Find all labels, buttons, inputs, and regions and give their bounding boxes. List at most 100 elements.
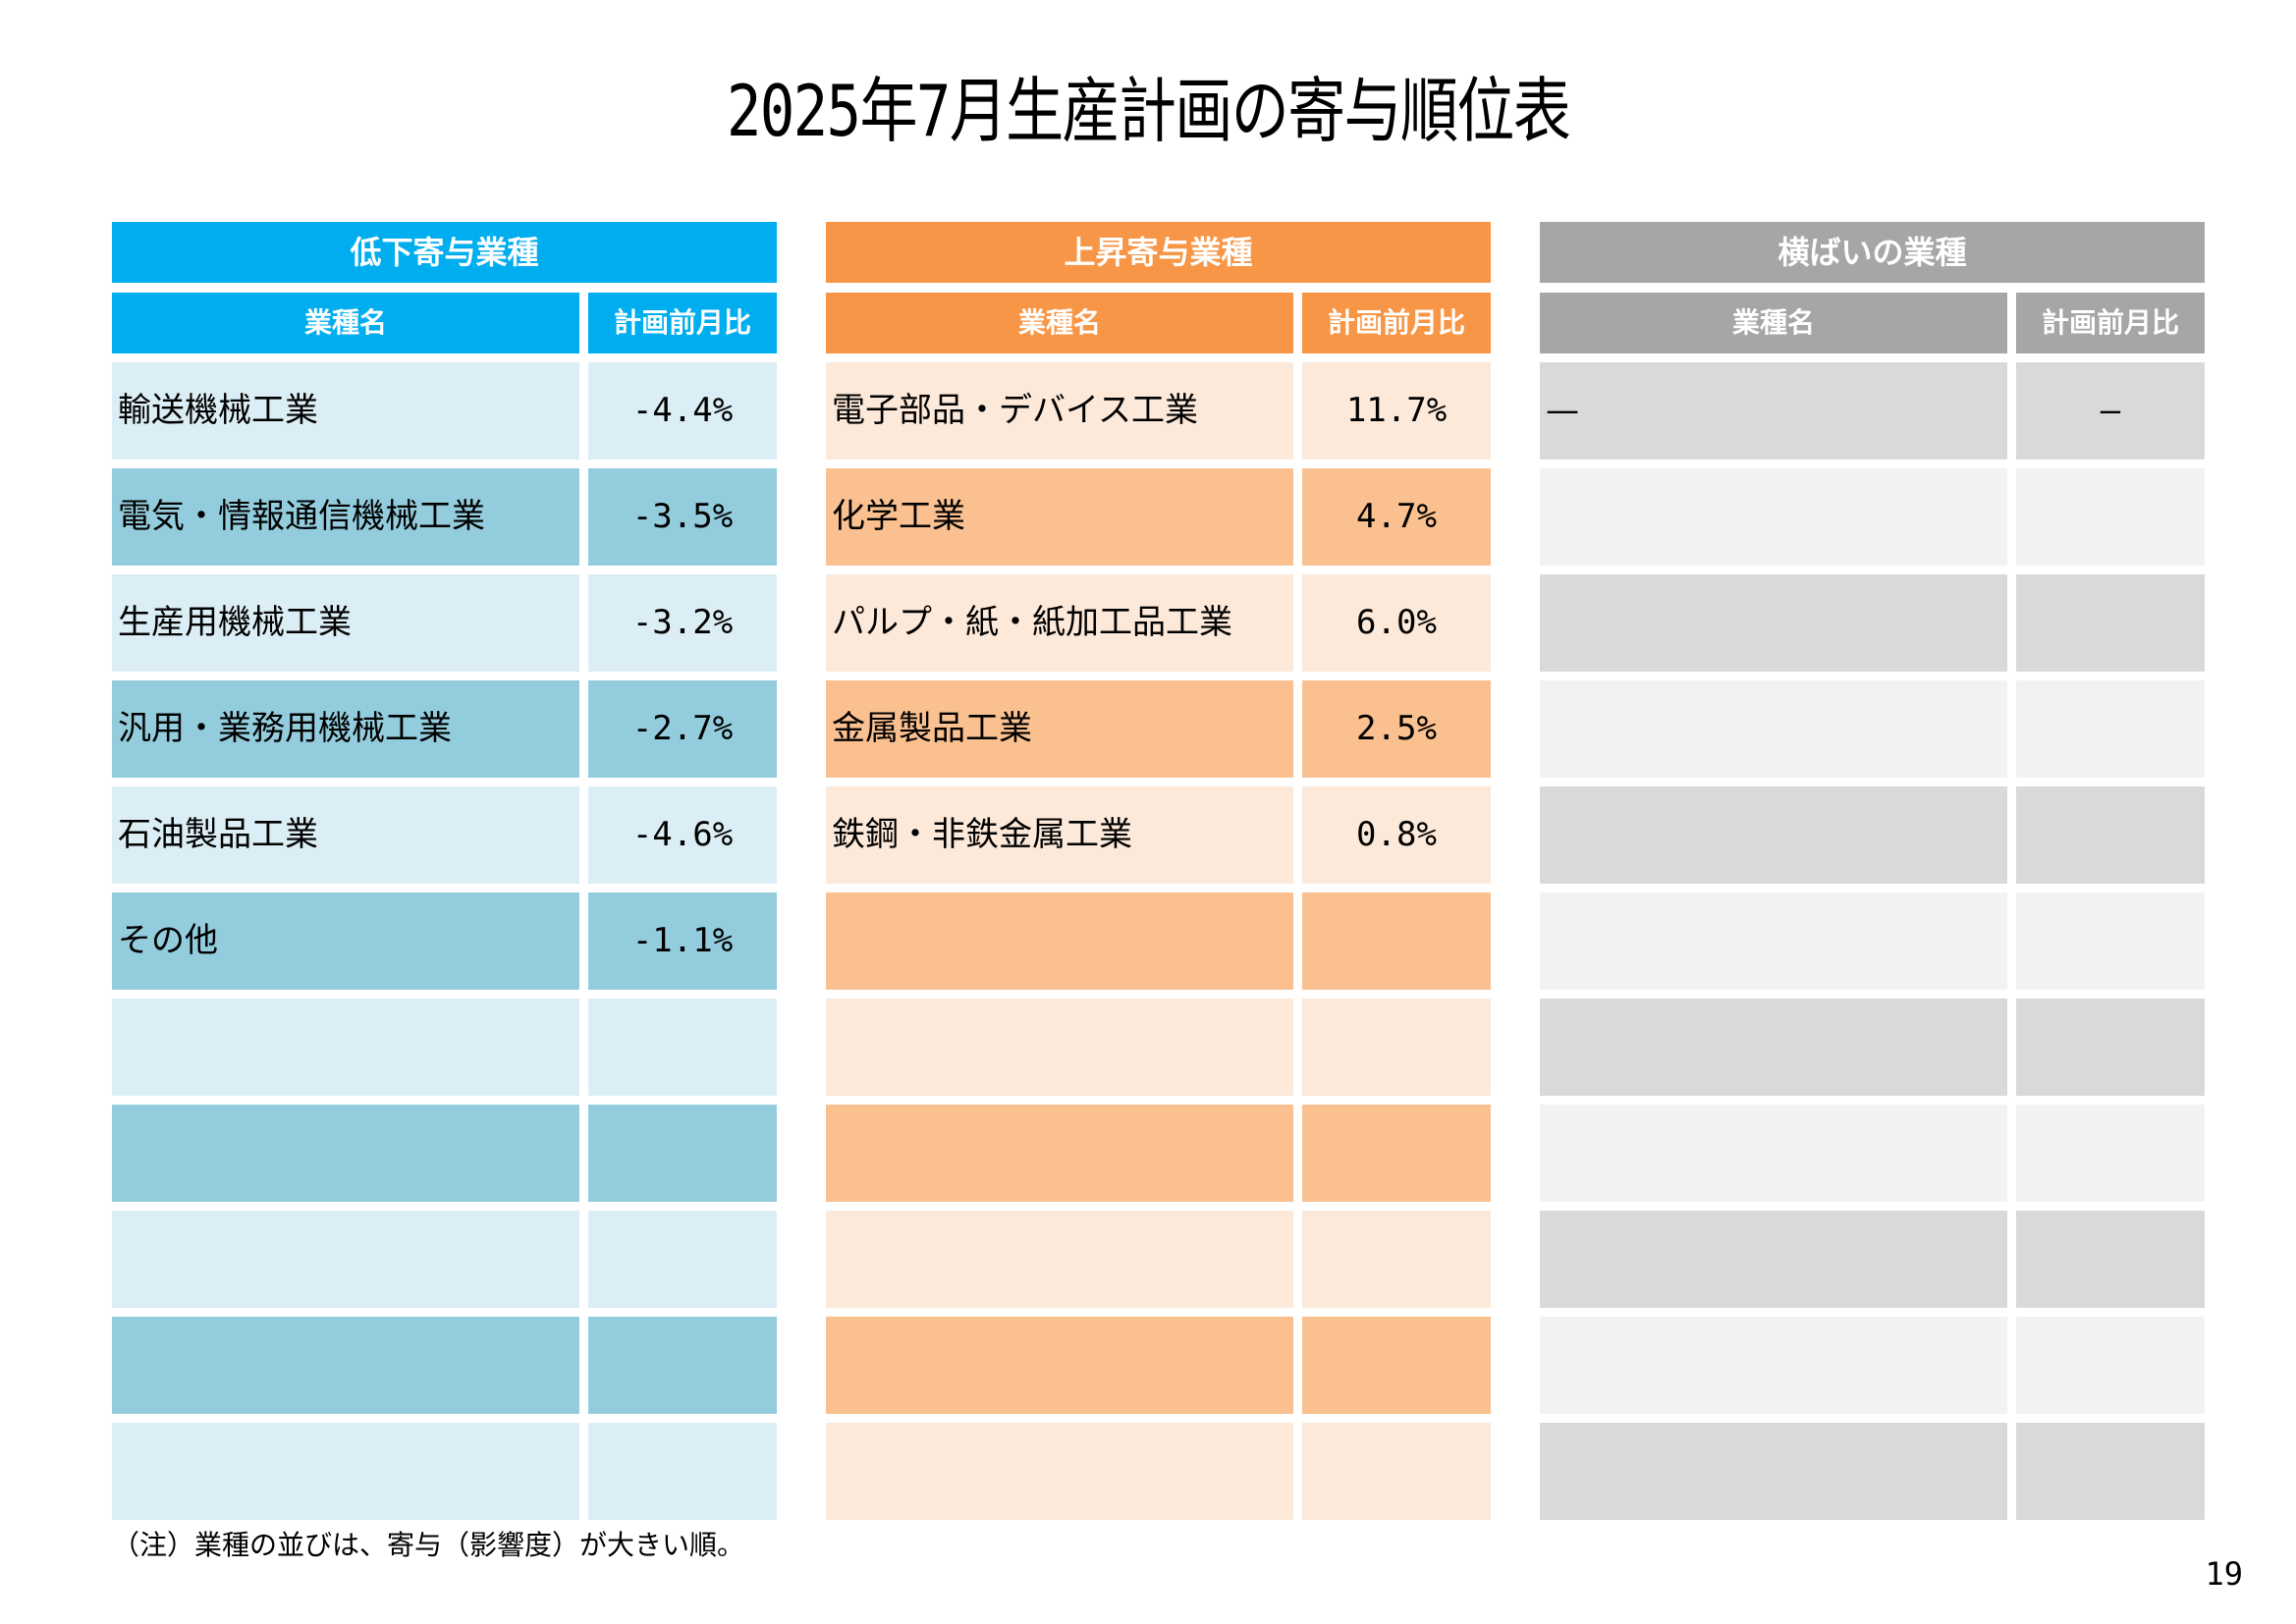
month-ratio-cell xyxy=(2016,1105,2205,1202)
industry-name-cell xyxy=(826,1317,1293,1414)
table-row: パルプ・紙・紙加工品工業 6.0% xyxy=(826,574,1491,672)
month-ratio-cell: -4.6% xyxy=(588,786,777,884)
table-row: 汎用・業務用機械工業 -2.7% xyxy=(112,680,777,778)
decline-panel: 低下寄与業種 業種名 計画前月比 輸送機械工業 -4.4% 電気・情報通信機械工業 -… xyxy=(112,222,777,1529)
month-ratio-cell xyxy=(2016,893,2205,990)
month-ratio-cell xyxy=(2016,680,2205,778)
column-header-value: 計画前月比 xyxy=(2016,293,2205,353)
rise-panel-header: 上昇寄与業種 xyxy=(826,222,1491,283)
decline-rows: 輸送機械工業 -4.4% 電気・情報通信機械工業 -3.5% 生産用機械工業 -3.2% 汎… xyxy=(112,362,777,1520)
month-ratio-cell xyxy=(588,1211,777,1308)
month-ratio-cell: -1.1% xyxy=(588,893,777,990)
month-ratio-cell xyxy=(1302,1211,1491,1308)
month-ratio-cell xyxy=(1302,1423,1491,1520)
industry-name-cell xyxy=(1540,468,2007,566)
table-row: 化学工業 4.7% xyxy=(826,468,1491,566)
industry-name-cell xyxy=(1540,1423,2007,1520)
table-row xyxy=(826,1423,1491,1520)
industry-name-cell xyxy=(826,1423,1293,1520)
month-ratio-cell xyxy=(2016,999,2205,1096)
column-header-name: 業種名 xyxy=(1540,293,2007,353)
month-ratio-cell: — xyxy=(2016,362,2205,460)
industry-name-cell xyxy=(1540,574,2007,672)
column-header-name: 業種名 xyxy=(826,293,1293,353)
month-ratio-cell: 2.5% xyxy=(1302,680,1491,778)
flat-column-headers: 業種名 計画前月比 xyxy=(1540,293,2205,353)
industry-name-cell xyxy=(826,1105,1293,1202)
industry-name-cell: 石油製品工業 xyxy=(112,786,579,884)
table-row: 金属製品工業 2.5% xyxy=(826,680,1491,778)
table-row: 生産用機械工業 -3.2% xyxy=(112,574,777,672)
table-row xyxy=(826,893,1491,990)
industry-name-cell xyxy=(1540,1317,2007,1414)
table-row: 電気・情報通信機械工業 -3.5% xyxy=(112,468,777,566)
industry-name-cell xyxy=(826,893,1293,990)
decline-column-headers: 業種名 計画前月比 xyxy=(112,293,777,353)
industry-name-cell xyxy=(1540,680,2007,778)
table-row xyxy=(1540,468,2205,566)
table-row: — — xyxy=(1540,362,2205,460)
table-row xyxy=(112,1423,777,1520)
table-row xyxy=(826,999,1491,1096)
footnote: （注）業種の並びは、寄与（影響度）が大きい順。 xyxy=(112,1529,745,1561)
month-ratio-cell: -2.7% xyxy=(588,680,777,778)
table-row: 輸送機械工業 -4.4% xyxy=(112,362,777,460)
month-ratio-cell xyxy=(588,999,777,1096)
industry-name-cell: 化学工業 xyxy=(826,468,1293,566)
flat-panel: 横ばいの業種 業種名 計画前月比 — — xyxy=(1540,222,2205,1529)
table-row xyxy=(112,999,777,1096)
table-row: 石油製品工業 -4.6% xyxy=(112,786,777,884)
industry-name-cell xyxy=(1540,786,2007,884)
industry-name-cell: — xyxy=(1540,362,2007,460)
month-ratio-cell xyxy=(588,1423,777,1520)
table-row xyxy=(1540,1317,2205,1414)
month-ratio-cell xyxy=(1302,1317,1491,1414)
industry-name-cell xyxy=(1540,1105,2007,1202)
month-ratio-cell: -3.5% xyxy=(588,468,777,566)
industry-name-cell: 汎用・業務用機械工業 xyxy=(112,680,579,778)
table-row xyxy=(112,1317,777,1414)
table-row xyxy=(1540,893,2205,990)
industry-name-cell xyxy=(826,1211,1293,1308)
column-header-value: 計画前月比 xyxy=(1302,293,1491,353)
month-ratio-cell xyxy=(1302,1105,1491,1202)
rise-rows: 電子部品・デバイス工業 11.7% 化学工業 4.7% パルプ・紙・紙加工品工業 6.0%… xyxy=(826,362,1491,1520)
industry-name-cell: 金属製品工業 xyxy=(826,680,1293,778)
industry-name-cell xyxy=(112,1423,579,1520)
table-row xyxy=(1540,1105,2205,1202)
industry-name-cell xyxy=(112,1317,579,1414)
industry-name-cell: 鉄鋼・非鉄金属工業 xyxy=(826,786,1293,884)
month-ratio-cell: 11.7% xyxy=(1302,362,1491,460)
decline-panel-header: 低下寄与業種 xyxy=(112,222,777,283)
industry-name-cell: 電子部品・デバイス工業 xyxy=(826,362,1293,460)
industry-name-cell: パルプ・紙・紙加工品工業 xyxy=(826,574,1293,672)
column-header-name: 業種名 xyxy=(112,293,579,353)
industry-name-cell: 輸送機械工業 xyxy=(112,362,579,460)
industry-name-cell xyxy=(112,1211,579,1308)
table-row xyxy=(1540,999,2205,1096)
industry-name-cell: 電気・情報通信機械工業 xyxy=(112,468,579,566)
month-ratio-cell xyxy=(2016,1317,2205,1414)
month-ratio-cell: 4.7% xyxy=(1302,468,1491,566)
month-ratio-cell xyxy=(2016,786,2205,884)
table-row xyxy=(1540,786,2205,884)
industry-name-cell xyxy=(1540,893,2007,990)
month-ratio-cell: 6.0% xyxy=(1302,574,1491,672)
industry-name-cell xyxy=(1540,999,2007,1096)
rise-column-headers: 業種名 計画前月比 xyxy=(826,293,1491,353)
month-ratio-cell xyxy=(588,1317,777,1414)
month-ratio-cell xyxy=(2016,468,2205,566)
table-row xyxy=(1540,574,2205,672)
table-row xyxy=(1540,680,2205,778)
month-ratio-cell: -4.4% xyxy=(588,362,777,460)
page-number: 19 xyxy=(2205,1555,2243,1593)
month-ratio-cell xyxy=(1302,999,1491,1096)
page-title: 2025年7月生産計画の寄与順位表 xyxy=(726,70,1571,152)
industry-name-cell xyxy=(112,999,579,1096)
month-ratio-cell xyxy=(2016,1211,2205,1308)
month-ratio-cell: 0.8% xyxy=(1302,786,1491,884)
rise-panel: 上昇寄与業種 業種名 計画前月比 電子部品・デバイス工業 11.7% 化学工業 4.7… xyxy=(826,222,1491,1529)
table-row xyxy=(1540,1423,2205,1520)
industry-name-cell xyxy=(1540,1211,2007,1308)
table-row xyxy=(826,1317,1491,1414)
